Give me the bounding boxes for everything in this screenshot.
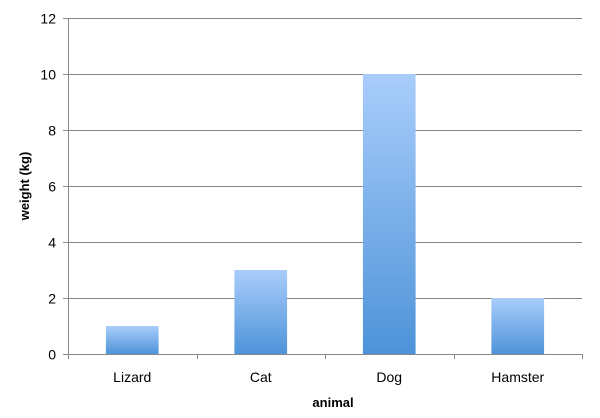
bar-cat (234, 270, 288, 354)
y-tick-label: 2 (48, 291, 56, 307)
axes (68, 18, 582, 355)
bar-lizard (105, 326, 159, 354)
bars (105, 74, 545, 354)
gridlines (63, 18, 583, 359)
y-tick-label: 0 (48, 347, 56, 363)
y-tick-labels: 0 2 4 6 8 10 12 (40, 11, 56, 363)
y-tick-label: 6 (48, 179, 56, 195)
x-tick-label: Lizard (113, 369, 151, 385)
y-tick-label: 12 (40, 11, 56, 27)
x-tick-label: Hamster (491, 369, 544, 385)
y-tick-label: 10 (40, 67, 56, 83)
y-tick-label: 4 (48, 235, 56, 251)
y-tick-label: 8 (48, 123, 56, 139)
bar-hamster (491, 298, 545, 354)
x-tick-label: Dog (376, 369, 402, 385)
bar-dog (362, 74, 416, 354)
y-axis-title: weight (kg) (17, 152, 32, 222)
x-tick-label: Cat (250, 369, 272, 385)
x-tick-labels: Lizard Cat Dog Hamster (113, 369, 544, 385)
x-axis-title: animal (312, 395, 353, 410)
